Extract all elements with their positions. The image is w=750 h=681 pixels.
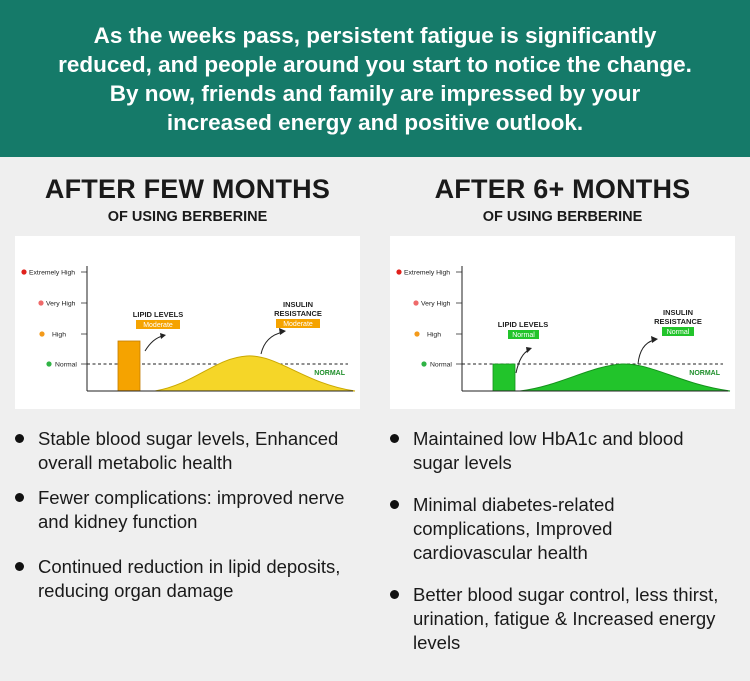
lipid-arrow bbox=[515, 349, 530, 374]
bullet-dot bbox=[390, 590, 399, 599]
bullet-dot bbox=[15, 562, 24, 571]
very-high-label: Very High bbox=[421, 301, 451, 308]
very-high-dot bbox=[38, 300, 44, 306]
normal-baseline-label: NORMAL bbox=[314, 370, 345, 377]
level-chart: Extremely High Very High High Normal NOR… bbox=[21, 266, 356, 392]
extremely-high-dot bbox=[21, 269, 27, 275]
lipid-status-badge bbox=[136, 320, 180, 329]
lipid-levels-label: LIPID LEVELS bbox=[498, 320, 548, 329]
few-months-chart: Extremely High Very High High Normal NOR… bbox=[15, 236, 360, 409]
normal-dot bbox=[46, 361, 52, 367]
insulin-resistance-curve bbox=[154, 355, 356, 392]
section-subtitle: OF USING BERBERINE bbox=[482, 209, 643, 225]
insulin-label-line2: RESISTANCE bbox=[274, 309, 322, 318]
high-dot bbox=[39, 331, 45, 337]
insulin-label-line1: INSULIN bbox=[283, 300, 313, 309]
list-item-text: Minimal diabetes-related complications, … bbox=[413, 494, 615, 563]
high-dot bbox=[414, 331, 420, 337]
six-months-chart: Extremely High Very High High Normal NOR… bbox=[390, 236, 735, 409]
list-item-text: Fewer complications: improved nerve and … bbox=[38, 487, 345, 532]
bullet-dot bbox=[15, 493, 24, 502]
insulin-status-text: Normal bbox=[667, 329, 690, 336]
few-months-column: AFTER FEW MONTHS OF USING BERBERINE Extr… bbox=[0, 157, 375, 681]
insulin-label-line1: INSULIN bbox=[663, 308, 693, 317]
benefit-list: Maintained low HbA1c and blood sugar lev… bbox=[390, 427, 730, 655]
high-label: High bbox=[52, 332, 66, 339]
insulin-arrow bbox=[260, 331, 284, 355]
insulin-status-badge bbox=[662, 327, 694, 336]
lipid-arrow-head bbox=[526, 347, 532, 353]
section-title: AFTER FEW MONTHS bbox=[44, 174, 331, 204]
lipid-status-text: Moderate bbox=[143, 322, 173, 329]
list-item-text: Maintained low HbA1c and blood sugar lev… bbox=[413, 428, 684, 473]
lipid-level-bar bbox=[492, 363, 516, 392]
banner-line-1: As the weeks pass, persistent fatigue is… bbox=[93, 22, 657, 48]
insulin-arrow-head bbox=[651, 336, 658, 343]
extremely-high-dot bbox=[396, 269, 402, 275]
level-chart: Extremely High Very High High Normal NOR… bbox=[396, 266, 731, 392]
banner-line-3: By now, friends and family are impressed… bbox=[109, 80, 641, 106]
lipid-level-bar bbox=[117, 340, 141, 392]
bullet-dot bbox=[390, 500, 399, 509]
list-item: Better blood sugar control, less thirst,… bbox=[390, 583, 730, 655]
normal-dot bbox=[421, 361, 427, 367]
insulin-status-badge bbox=[276, 319, 320, 328]
insulin-arrow-head bbox=[279, 328, 286, 335]
bullet-dot bbox=[15, 434, 24, 443]
list-item-text: Better blood sugar control, less thirst,… bbox=[413, 584, 719, 653]
very-high-label: Very High bbox=[46, 301, 76, 308]
list-item: Minimal diabetes-related complications, … bbox=[390, 493, 730, 565]
extremely-high-label: Extremely High bbox=[404, 270, 450, 277]
banner-line-2: reduced, and people around you start to … bbox=[58, 51, 692, 77]
list-item-text: Stable blood sugar levels, Enhanced over… bbox=[38, 428, 339, 473]
lipid-arrow bbox=[144, 335, 164, 352]
normal-label: Normal bbox=[55, 362, 77, 369]
insulin-label-line2: RESISTANCE bbox=[654, 317, 702, 326]
insulin-arrow bbox=[637, 339, 655, 365]
banner-line-4: increased energy and positive outlook. bbox=[166, 109, 584, 135]
lipid-status-text: Normal bbox=[512, 332, 535, 339]
insulin-resistance-curve bbox=[519, 363, 731, 392]
six-months-column: AFTER 6+ MONTHS OF USING BERBERINE Extre… bbox=[375, 157, 750, 681]
list-item: Maintained low HbA1c and blood sugar lev… bbox=[390, 427, 730, 475]
lipid-levels-label: LIPID LEVELS bbox=[133, 310, 183, 319]
normal-baseline-label: NORMAL bbox=[689, 370, 720, 377]
extremely-high-label: Extremely High bbox=[29, 270, 75, 277]
section-title: AFTER 6+ MONTHS bbox=[434, 174, 691, 204]
list-item-text: Continued reduction in lipid deposits, r… bbox=[38, 556, 341, 601]
very-high-dot bbox=[413, 300, 419, 306]
list-item: Continued reduction in lipid deposits, r… bbox=[15, 555, 355, 603]
insulin-status-text: Moderate bbox=[283, 321, 313, 328]
headline-banner: As the weeks pass, persistent fatigue is… bbox=[0, 0, 750, 157]
bullet-dot bbox=[390, 434, 399, 443]
normal-label: Normal bbox=[430, 362, 452, 369]
list-item: Stable blood sugar levels, Enhanced over… bbox=[15, 427, 355, 475]
lipid-status-badge bbox=[508, 330, 539, 339]
list-item: Fewer complications: improved nerve and … bbox=[15, 486, 355, 534]
high-label: High bbox=[427, 332, 441, 339]
section-subtitle: OF USING BERBERINE bbox=[107, 209, 268, 225]
lipid-arrow-head bbox=[160, 333, 166, 339]
benefit-list: Stable blood sugar levels, Enhanced over… bbox=[15, 427, 355, 603]
